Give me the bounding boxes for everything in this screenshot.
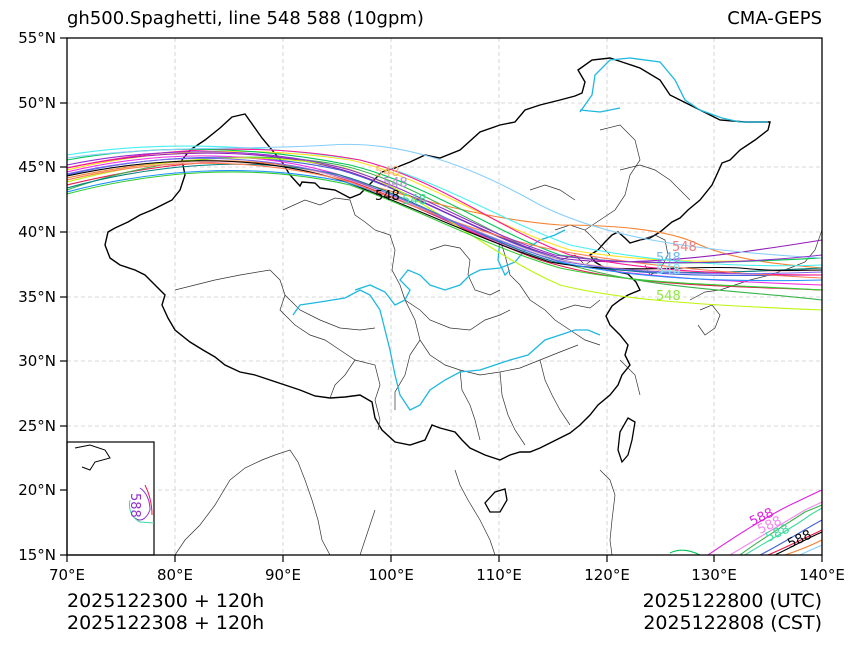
- contours-548: [67, 143, 822, 311]
- axis-ticks: [60, 37, 823, 562]
- label-548: 548: [656, 263, 681, 278]
- x-tick-label: 140°E: [799, 566, 845, 584]
- x-tick-label: 100°E: [368, 566, 414, 584]
- gridlines: [67, 38, 822, 555]
- valid-time-cst: 2025122808 (CST): [643, 612, 822, 634]
- x-tick-label: 130°E: [691, 566, 737, 584]
- valid-time-utc: 2025122800 (UTC): [642, 590, 822, 612]
- y-tick-label: 20°N: [18, 481, 56, 499]
- y-axis-labels: 55°N 50°N 45°N 40°N 35°N 30°N 25°N 20°N …: [18, 29, 56, 564]
- label-548: 548: [672, 240, 697, 255]
- taiwan-outline: [617, 417, 636, 464]
- y-tick-label: 40°N: [18, 223, 56, 241]
- y-tick-label: 45°N: [18, 158, 56, 176]
- y-tick-label: 35°N: [18, 288, 56, 306]
- chart-title: gh500.Spaghetti, line 548 588 (10gpm): [67, 8, 424, 29]
- rivers: [292, 57, 768, 411]
- y-tick-label: 15°N: [18, 546, 56, 564]
- x-tick-label: 70°E: [49, 566, 85, 584]
- label-548: 548: [656, 289, 681, 304]
- label-548: 548: [375, 165, 400, 180]
- label-548: 548: [383, 176, 408, 191]
- inset-map: 588: [66, 441, 155, 556]
- plot-frame: [66, 37, 823, 556]
- init-time-utc: 2025122300 + 120h: [67, 590, 265, 612]
- contours-588: [669, 489, 822, 555]
- x-tick-label: 90°E: [265, 566, 301, 584]
- contour-labels: 548 548 548 548 548 548 548 548 588 588 …: [375, 165, 814, 552]
- label-548: 548: [375, 189, 400, 204]
- y-tick-label: 30°N: [18, 352, 56, 370]
- label-548: 548: [656, 251, 681, 266]
- label-548: 548: [402, 193, 427, 208]
- hainan-outline: [484, 488, 508, 513]
- inset-label-588: 588: [127, 493, 142, 518]
- x-tick-label: 120°E: [584, 566, 630, 584]
- y-tick-label: 25°N: [18, 417, 56, 435]
- init-time-block: 2025122300 + 120h 2025122308 + 120h: [67, 590, 264, 634]
- y-tick-label: 50°N: [18, 94, 56, 112]
- y-tick-label: 55°N: [18, 29, 56, 47]
- valid-time-block: 2025122800 (UTC) 2025122808 (CST): [643, 590, 822, 634]
- x-axis-labels: 70°E 80°E 90°E 100°E 110°E 120°E 130°E 1…: [49, 566, 845, 584]
- model-name: CMA-GEPS: [727, 8, 822, 29]
- x-tick-label: 110°E: [476, 566, 522, 584]
- init-time-cst: 2025122308 + 120h: [67, 612, 265, 634]
- china-border: [104, 57, 771, 461]
- x-tick-label: 80°E: [157, 566, 193, 584]
